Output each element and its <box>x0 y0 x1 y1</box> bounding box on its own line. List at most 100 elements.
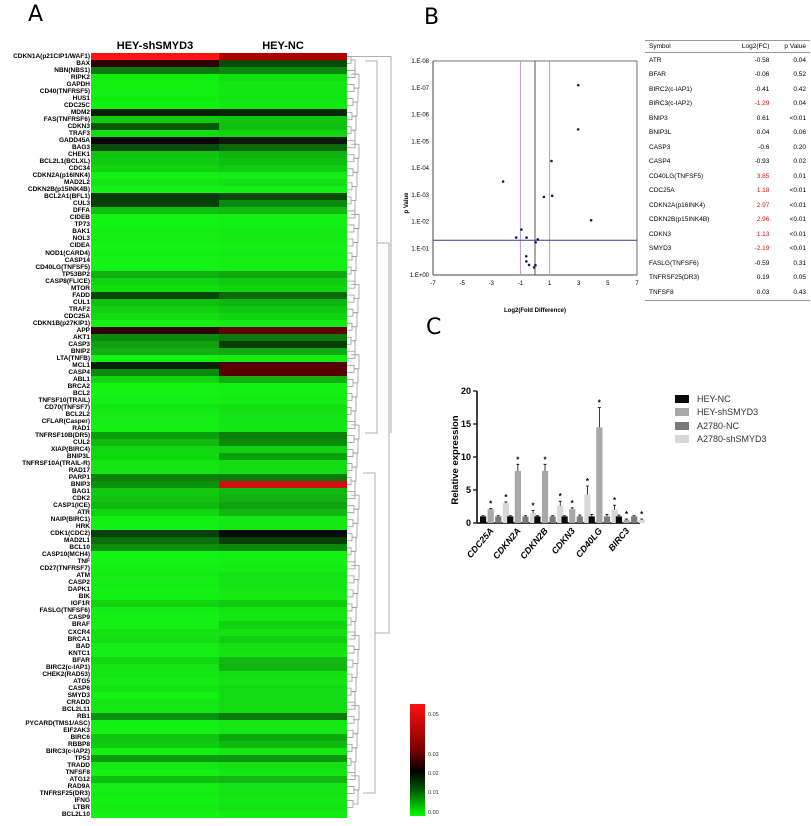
heatmap-row-label: RBBP8 <box>67 740 90 748</box>
heatmap-cell <box>219 572 347 580</box>
heatmap-cell <box>91 705 219 714</box>
significance-star: * <box>489 499 493 508</box>
heatmap-cell <box>91 354 219 363</box>
table-cell-symbol: CD40LG(TNFSF5) <box>649 172 704 180</box>
x-tick-label: 5 <box>606 281 610 287</box>
table-row: BNIP3L 0.04 0.06 <box>645 126 810 141</box>
heatmap-row-label: CHEK2(RAD53) <box>42 670 90 678</box>
heatmap-cell <box>219 747 347 756</box>
bar <box>487 509 494 523</box>
table-cell-fc: -0.6 <box>758 143 770 151</box>
heatmap-cell <box>219 439 347 447</box>
heatmap-row <box>91 747 347 756</box>
heatmap-cell <box>219 607 347 615</box>
x-tick-label: CD40LG <box>574 526 604 560</box>
y-tick-label: 1.E-07 <box>411 86 429 92</box>
table-row: FASLG(TNFSF6) -0.59 0.31 <box>645 256 810 271</box>
heatmap-cell <box>219 95 347 103</box>
heatmap-cell <box>91 446 219 454</box>
table-row: ATR -0.58 0.04 <box>645 53 810 68</box>
table-cell-fc: -0.06 <box>754 71 770 79</box>
heatmap-row <box>91 319 347 328</box>
heatmap-row-label: APP <box>76 326 90 334</box>
heatmap-cell <box>219 340 347 349</box>
heatmap-row-label: CASP14 <box>64 256 90 264</box>
heatmap-row <box>91 81 347 89</box>
heatmap-row-label: CD27(TNFRSF7) <box>39 565 90 573</box>
heatmap-row <box>91 565 347 573</box>
heatmap-row <box>91 116 347 124</box>
heatmap-row <box>91 810 347 819</box>
y-tick-label: 10 <box>461 452 471 462</box>
heatmap-row-label: CRADD <box>66 698 90 706</box>
heatmap-row-label: BNIP3 <box>70 481 90 489</box>
heatmap-cell <box>219 235 347 243</box>
heatmap-cell <box>219 74 347 82</box>
heatmap-cell <box>219 579 347 587</box>
heatmap-cell <box>219 761 347 770</box>
significance-star: * <box>559 492 563 501</box>
heatmap-row <box>91 403 347 412</box>
heatmap-cell <box>91 221 219 229</box>
table-cell-p: 0.52 <box>793 71 806 79</box>
heatmap-cell <box>91 256 219 264</box>
legend-item: A2780-shSMYD3 <box>675 433 767 447</box>
heatmap-row-label: XIAP(BIRC4) <box>50 446 90 454</box>
bar <box>638 519 645 523</box>
heatmap-cell <box>219 782 347 791</box>
heatmap-row-label: MTOR <box>70 284 90 292</box>
heatmap-cell <box>91 207 219 215</box>
heatmap-row-label: BCL2A1(BFL1) <box>44 193 90 201</box>
table-cell-fc: -2.19 <box>754 245 770 253</box>
table-row: SMYD3 -2.19 <0.01 <box>645 242 810 257</box>
heatmap-row <box>91 368 347 377</box>
heatmap-row-label: PYCARD(TMS1/ASC) <box>25 719 90 727</box>
heatmap-row <box>91 228 347 236</box>
heatmap-cell <box>219 768 347 777</box>
heatmap-row-label: BFAR <box>72 656 90 664</box>
table-row: CDKN2A(p16INK4) 2.97 <0.01 <box>645 198 810 213</box>
heatmap-cell <box>91 726 219 735</box>
panel-label-c: C <box>426 315 442 340</box>
table-row: CD40LG(TNFSF5) 3.85 0.01 <box>645 169 810 184</box>
heatmap-cell <box>91 684 219 693</box>
heatmap-row <box>91 642 347 650</box>
heatmap-row <box>91 572 347 580</box>
heatmap-row <box>91 530 347 538</box>
heatmap-cell <box>219 705 347 714</box>
bar <box>584 494 591 523</box>
heatmap-row <box>91 740 347 749</box>
heatmap-cell <box>219 642 347 650</box>
heatmap-row <box>91 333 347 342</box>
heatmap-row-label: BAX <box>76 60 90 68</box>
heatmap-cell <box>219 516 347 524</box>
heatmap-cell <box>219 88 347 96</box>
heatmap-cell <box>91 102 219 110</box>
heatmap-row <box>91 417 347 426</box>
heatmap-row <box>91 474 347 482</box>
heatmap-row-label: RB1 <box>76 712 90 720</box>
heatmap-row-label: TP73 <box>74 221 90 229</box>
table-cell-fc: 0.61 <box>756 114 770 122</box>
heatmap-row-label: RAD9A <box>67 782 90 790</box>
heatmap-cell <box>91 319 219 328</box>
heatmap-row-label: CFLAR(Casper) <box>41 417 90 425</box>
table-cell-fc: 0.03 <box>756 288 770 296</box>
heatmap-row-label: CDC25C <box>63 102 90 110</box>
heatmap-row <box>91 151 347 159</box>
heatmap-cell <box>91 263 219 271</box>
table-row: TNFRSF25(DR3) 0.19 0.05 <box>645 271 810 286</box>
volcano-point <box>527 263 531 267</box>
heatmap-cell <box>91 228 219 236</box>
heatmap-cell <box>91 747 219 756</box>
heatmap-cell <box>91 768 219 777</box>
heatmap-row <box>91 424 347 433</box>
heatmap-cell <box>219 775 347 784</box>
heatmap-cell <box>219 158 347 166</box>
heatmap-cell <box>91 544 219 552</box>
significance-star: * <box>532 501 536 510</box>
heatmap-cell <box>91 361 219 370</box>
heatmap-cell <box>91 158 219 166</box>
heatmap-cell <box>219 277 347 285</box>
table-cell-fc: -0.59 <box>754 259 770 267</box>
